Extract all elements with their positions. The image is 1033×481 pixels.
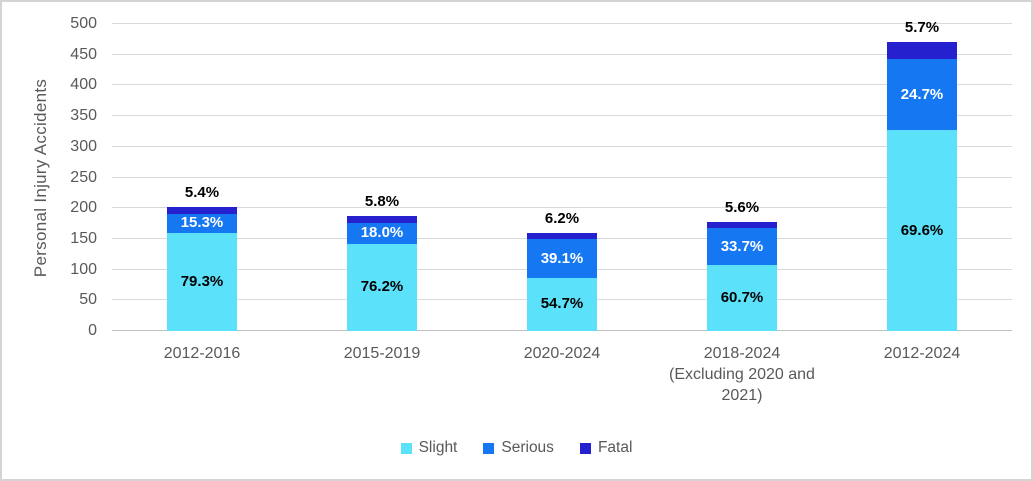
legend-label: Serious [501, 439, 554, 456]
bar-segment-slight [527, 277, 597, 331]
y-tick-label: 0 [88, 322, 97, 339]
gridline [112, 53, 1012, 55]
bar-group: 76.2% 18.0% 5.8% [347, 193, 417, 331]
y-tick-label: 50 [79, 291, 97, 309]
x-axis-category-label: 2012-2024 [883, 345, 961, 362]
segment-percent-label: 54.7% [540, 295, 584, 313]
bar-segment-fatal [527, 233, 597, 240]
fatal-percent-label: 5.7% [904, 19, 940, 37]
legend-label: Fatal [597, 439, 633, 456]
fatal-percent-label: 6.2% [544, 210, 580, 228]
gridline [112, 176, 1012, 178]
gridline [112, 84, 1012, 86]
gridline [112, 23, 1012, 24]
bar-group: 69.6% 24.7% 5.7% [887, 19, 957, 331]
plot-area: 79.3% 15.3% 5.4% 76.2% 18.0% 5.8% 54.7% 39.1% 6.… [112, 19, 1012, 331]
bar-segment-slight [347, 243, 417, 331]
legend-swatch-icon [400, 442, 412, 454]
segment-percent-label: 18.0% [360, 224, 404, 242]
segment-percent-label: 69.6% [900, 221, 944, 239]
bar-segment-serious [167, 213, 237, 233]
y-tick-label: 250 [70, 168, 97, 186]
gridline [112, 207, 1012, 209]
gridline [112, 145, 1012, 147]
segment-percent-label: 39.1% [540, 249, 584, 267]
bar-segment-slight [167, 232, 237, 331]
y-tick-label: 350 [70, 107, 97, 125]
y-tick-label: 200 [70, 199, 97, 217]
legend-item-serious: Serious [483, 439, 554, 457]
x-axis-category-label: 2012-2016 [163, 345, 241, 362]
legend-swatch-icon [483, 442, 495, 454]
gridline [112, 115, 1012, 117]
fatal-percent-label: 5.6% [724, 199, 760, 217]
fatal-percent-label: 5.4% [184, 183, 220, 201]
bar-segment-slight [707, 265, 777, 331]
y-tick-label: 450 [70, 45, 97, 63]
legend: Slight Serious Fatal [2, 439, 1031, 457]
bar-segment-fatal [167, 206, 237, 214]
bar-segment-fatal [347, 216, 417, 223]
segment-percent-label: 60.7% [720, 289, 764, 307]
x-axis-category-label: 2020-2024 [523, 345, 601, 362]
x-axis-labels: 2012-2016 2015-2019 2020-2024 2018-2024 (Ex… [112, 343, 1012, 406]
y-tick-label: 500 [70, 15, 97, 32]
bar-group: 54.7% 39.1% 6.2% [527, 210, 597, 331]
segment-percent-label: 33.7% [720, 237, 764, 255]
y-tick-label: 150 [70, 229, 97, 247]
segment-percent-label: 24.7% [900, 85, 944, 103]
y-tick-label: 300 [70, 137, 97, 155]
x-axis-category-label: 2015-2019 [343, 345, 421, 362]
fatal-percent-label: 5.8% [364, 193, 400, 211]
y-tick-label: 100 [70, 260, 97, 278]
segment-percent-label: 79.3% [180, 272, 224, 290]
bar-segment-slight [887, 130, 957, 331]
segment-percent-label: 15.3% [180, 214, 224, 232]
bar-group: 79.3% 15.3% 5.4% [167, 184, 237, 331]
bar-segment-fatal [707, 222, 777, 229]
bar-segment-serious [347, 222, 417, 244]
bar-segment-serious [527, 239, 597, 278]
x-axis-category-label: 2018-2024 (Excluding 2020 and 2021) [669, 345, 815, 404]
bar-group: 60.7% 33.7% 5.6% [707, 199, 777, 331]
bar-segment-fatal [887, 42, 957, 59]
y-tick-label: 400 [70, 76, 97, 94]
segment-percent-label: 76.2% [360, 278, 404, 296]
legend-swatch-icon [579, 442, 591, 454]
legend-label: Slight [418, 439, 458, 456]
bar-segment-serious [887, 58, 957, 131]
y-axis-ticks: 0 50 100 150 200 250 300 350 400 450 500 [2, 15, 97, 339]
bar-segment-serious [707, 228, 777, 266]
legend-item-fatal: Fatal [579, 439, 633, 457]
legend-item-slight: Slight [400, 439, 458, 457]
